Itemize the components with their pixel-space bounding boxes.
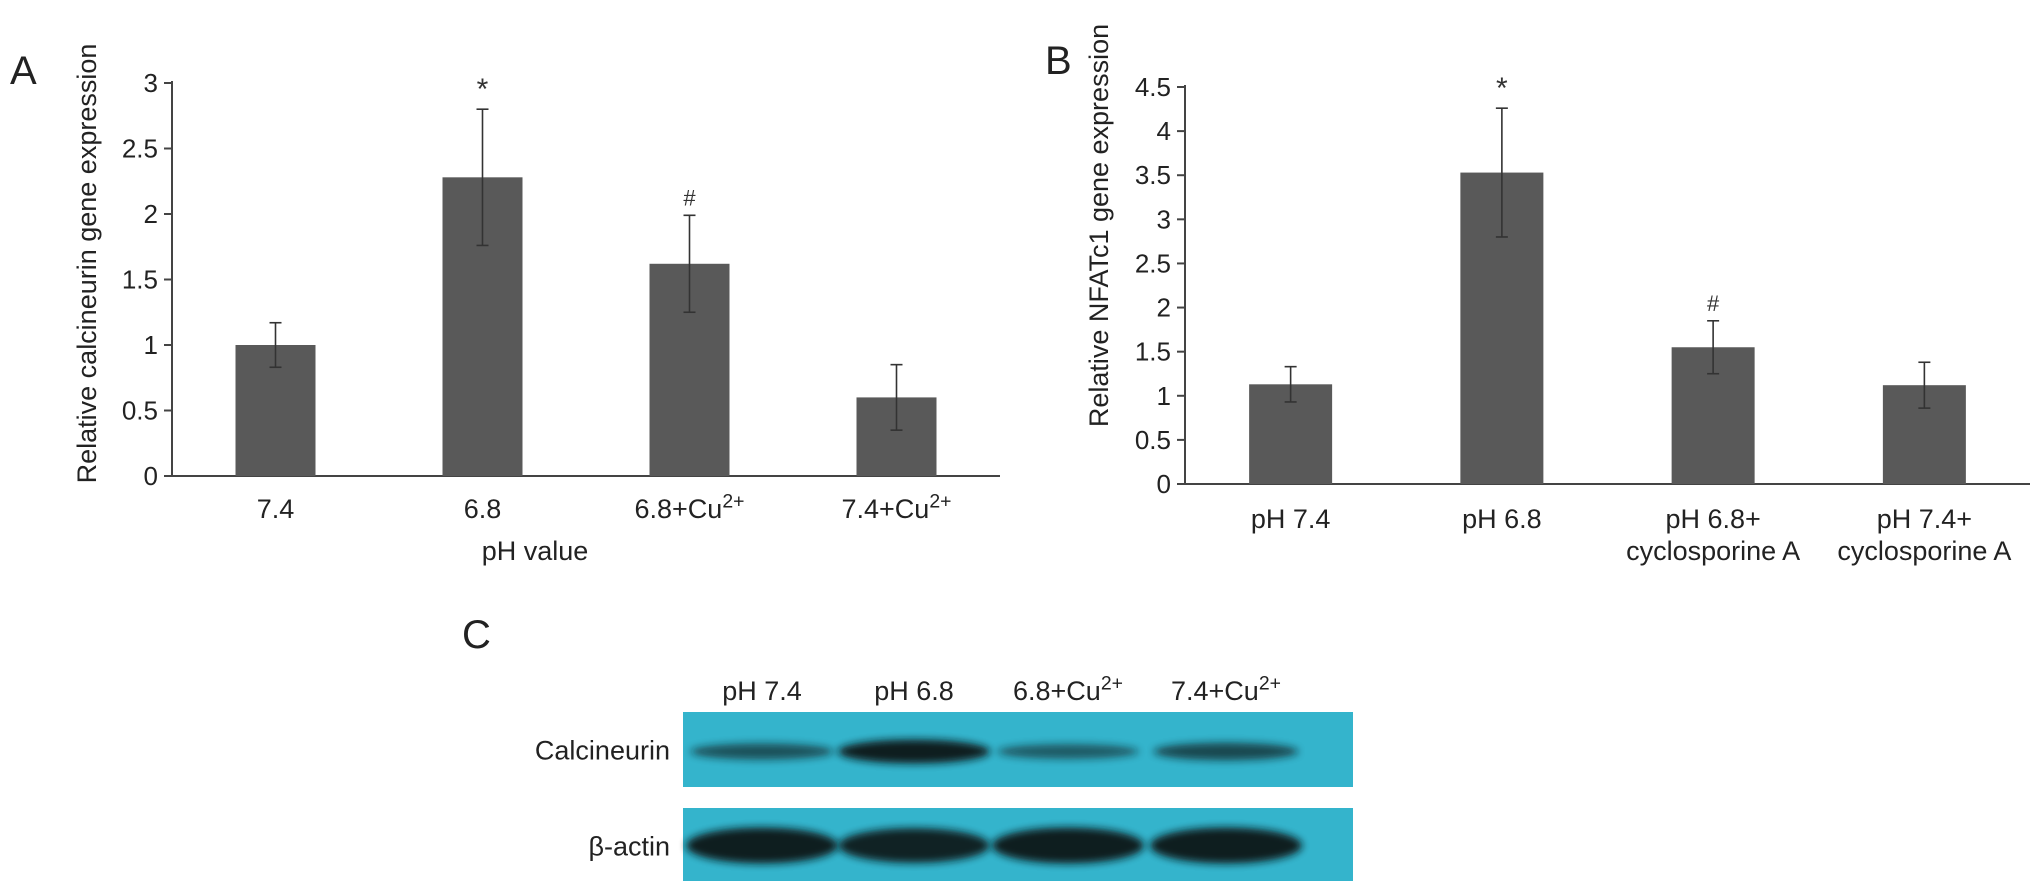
chart0-y-tick-label: 3 [144, 68, 158, 98]
chart1-category-label: pH 6.8+ [1665, 504, 1760, 534]
blot-row-label: β-actin [588, 832, 670, 862]
chart0-y-tick-label: 0.5 [122, 396, 158, 426]
blot-band [838, 828, 990, 863]
chart0-y-axis-label: Relative calcineurin gene expression [72, 44, 102, 484]
chart1-category-label: cyclosporine A [1626, 536, 1800, 566]
blot-band [1150, 827, 1302, 864]
panel-a-chart: A 0 0.5 1 1.5 2 2.5 3 7.4 * 6.8 #6.8+Cu2+ 7.4+Cu2+ p… [10, 44, 1000, 566]
chart1-y-tick-label: 2 [1157, 293, 1171, 323]
chart0-category-label: 6.8+Cu2+ [635, 491, 745, 524]
chart1-y-tick-label: 0.5 [1135, 425, 1171, 455]
chart1-y-tick-label: 1 [1157, 381, 1171, 411]
chart0-y-tick-label: 2.5 [122, 134, 158, 164]
chart0-y-tick-label: 1 [144, 330, 158, 360]
blot-lane-label: 7.4+Cu2+ [1171, 673, 1281, 706]
blot-band [997, 744, 1139, 759]
blot-row-label: Calcineurin [535, 736, 670, 766]
chart1-category-label: pH 6.8 [1462, 504, 1542, 534]
chart1-y-tick-label: 4 [1157, 116, 1171, 146]
panel-c-western-blot: C pH 7.4 pH 6.8 6.8+Cu2+ 7.4+Cu2+ Calcineuri… [462, 613, 1353, 881]
chart1-y-tick-label: 2.5 [1135, 248, 1171, 278]
chart1-significance-marker: * [1496, 72, 1508, 105]
chart1-y-tick-label: 3 [1157, 204, 1171, 234]
blot-band [690, 743, 834, 760]
chart0-y-tick-label: 0 [144, 461, 158, 491]
blot-band [992, 827, 1144, 864]
panel-a-letter: A [10, 49, 37, 93]
blot-lane-label: 6.8+Cu2+ [1013, 673, 1123, 706]
chart1-y-axis-label: Relative NFATc1 gene expression [1084, 24, 1114, 427]
blot-lane-label: pH 7.4 [722, 676, 802, 706]
chart1-y-tick-label: 4.5 [1135, 72, 1171, 102]
panel-b-letter: B [1045, 39, 1072, 83]
chart0-significance-marker: # [683, 185, 696, 210]
chart1-category-label: pH 7.4 [1251, 504, 1331, 534]
chart0-category-label: 6.8 [464, 494, 502, 524]
chart0-y-tick-label: 2 [144, 199, 158, 229]
chart0-x-axis-label: pH value [482, 536, 589, 566]
chart0-category-label: 7.4+Cu2+ [842, 491, 952, 524]
blot-band [838, 739, 990, 764]
blot-lane-label: pH 6.8 [874, 676, 954, 706]
chart1-category-label: cyclosporine A [1837, 536, 2011, 566]
chart1-y-tick-label: 0 [1157, 469, 1171, 499]
chart1-y-tick-label: 3.5 [1135, 160, 1171, 190]
chart1-y-tick-label: 1.5 [1135, 337, 1171, 367]
blot-band [1153, 742, 1299, 761]
chart1-significance-marker: # [1707, 291, 1720, 316]
chart1-category-label: pH 7.4+ [1877, 504, 1972, 534]
blot-band [686, 827, 838, 864]
panel-b-chart: B 0 0.5 1 1.5 2 2.5 3 3.5 4 4.5 pH 7.4 * pH 6.8 # pH 6… [1045, 24, 2030, 566]
chart0-significance-marker: * [477, 73, 489, 106]
chart0-y-tick-label: 1.5 [122, 265, 158, 295]
panel-c-letter: C [462, 613, 491, 657]
chart0-category-label: 7.4 [257, 494, 295, 524]
